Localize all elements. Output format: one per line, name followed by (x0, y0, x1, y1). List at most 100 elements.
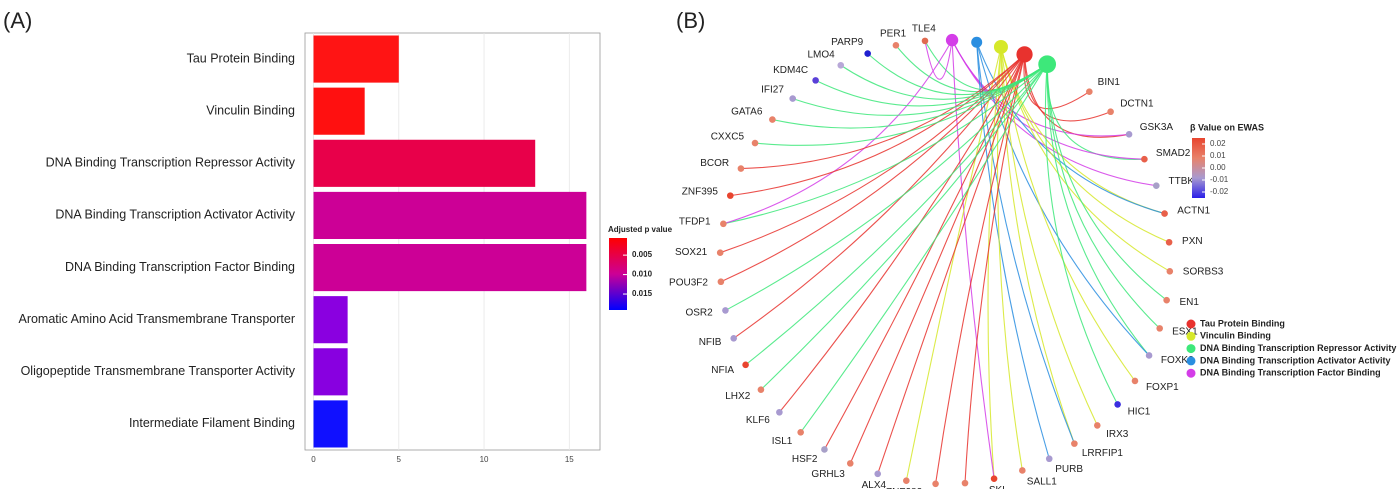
bar (313, 400, 348, 448)
gene-node (1166, 267, 1174, 275)
gene-node (1107, 108, 1114, 116)
gene-node (837, 61, 845, 69)
colorbar-label: -0.01 (1210, 175, 1229, 184)
gene-node (737, 165, 745, 172)
edge (1000, 46, 1136, 382)
edge (877, 54, 1026, 475)
term-node (945, 33, 959, 47)
bar (313, 139, 536, 187)
edge (867, 53, 1048, 96)
term-node (993, 39, 1008, 54)
y-tick-label: Aromatic Amino Acid Transmembrane Transp… (18, 312, 295, 326)
edge (1046, 64, 1150, 356)
gene-node (1161, 210, 1168, 217)
edge (996, 46, 1023, 471)
colorbar (609, 238, 627, 310)
y-tick-label: Tau Protein Binding (187, 51, 295, 65)
gene-label: PXN (1182, 236, 1203, 247)
gene-node (720, 220, 727, 228)
colorbar-label: -0.02 (1210, 187, 1229, 196)
gene-label: ALX4 (862, 480, 887, 489)
edge (924, 40, 953, 80)
x-tick-label: 0 (311, 455, 316, 464)
edge (800, 63, 1048, 433)
gene-label: ACTN1 (1177, 206, 1210, 217)
edge (745, 63, 1048, 366)
edge (1044, 64, 1119, 405)
colorbar-label: 0.01 (1210, 151, 1226, 160)
y-tick-label: Intermediate Filament Binding (129, 416, 295, 430)
legend-label: DNA Binding Transcription Activator Acti… (1200, 355, 1391, 365)
gene-label: KLF6 (746, 415, 770, 426)
gene-node (717, 278, 725, 286)
gene-node (821, 446, 828, 453)
edge (1023, 54, 1111, 122)
gene-label: HIC1 (1128, 407, 1151, 418)
gene-node (1071, 440, 1078, 447)
colorbar-label: 0.005 (632, 250, 653, 259)
gene-label: OSR2 (685, 308, 713, 319)
gene-node (961, 479, 969, 487)
gene-node (716, 249, 724, 257)
legend-dot (1186, 368, 1196, 378)
gene-label: ISL1 (772, 436, 793, 447)
panel-label: (A) (3, 8, 32, 33)
gene-label: ZNF282 (886, 487, 923, 489)
gene-node (990, 475, 998, 482)
gene-label: BCOR (700, 158, 729, 169)
legend-label: DNA Binding Transcription Factor Binding (1200, 368, 1381, 378)
gene-label: BIN1 (1098, 77, 1121, 88)
gene-label: GATA6 (731, 107, 763, 118)
gene-node (1093, 422, 1101, 429)
edge (740, 53, 1025, 170)
x-tick-label: 15 (565, 455, 574, 464)
edge (778, 54, 1026, 413)
gene-label: SMAD2 (1156, 148, 1191, 159)
gene-node (757, 386, 765, 393)
y-tick-label: DNA Binding Transcription Repressor Acti… (46, 156, 296, 170)
colorbar-label: 0.02 (1210, 139, 1226, 148)
gene-label: LMO4 (808, 49, 836, 60)
edge (951, 39, 1157, 187)
gene-node (1086, 88, 1093, 95)
gene-label: NFIB (699, 337, 722, 348)
edge (987, 46, 1002, 479)
edge (1046, 64, 1161, 329)
edge (754, 63, 1048, 146)
gene-node (1152, 182, 1160, 190)
gene-label: HSF2 (792, 454, 818, 465)
gene-node (730, 334, 738, 342)
edge (976, 42, 1075, 444)
gene-node (742, 361, 749, 369)
gene-label: ESX1 (1172, 327, 1198, 338)
term-node (971, 36, 983, 48)
gene-label: NFIA (711, 365, 734, 376)
edge (720, 53, 1025, 254)
edge (1000, 46, 1075, 444)
gene-label: GRHL3 (811, 469, 845, 480)
edge (905, 46, 1002, 481)
gene-node (932, 480, 939, 488)
gene-label: IRX3 (1106, 429, 1129, 440)
edge (935, 54, 1026, 484)
term-node (1038, 55, 1057, 74)
panel-label: (B) (676, 8, 705, 33)
colorbar-label: 0.015 (632, 289, 653, 298)
gene-node (846, 460, 854, 467)
x-tick-label: 10 (480, 455, 489, 464)
edge (760, 63, 1048, 391)
gene-label: SKI (989, 485, 1005, 489)
gene-label: POU3F2 (669, 277, 708, 288)
legend-label: Tau Protein Binding (1200, 318, 1285, 328)
gene-node (1131, 377, 1139, 385)
bar (313, 35, 399, 83)
legend-dot (1186, 331, 1196, 341)
gene-label: ZNF395 (682, 187, 719, 198)
colorbar-label: 0.010 (632, 270, 653, 279)
bar (313, 191, 587, 239)
edge (730, 53, 1025, 197)
y-tick-label: Vinculin Binding (206, 103, 295, 117)
gene-node (1165, 238, 1173, 246)
gene-node (864, 50, 871, 57)
